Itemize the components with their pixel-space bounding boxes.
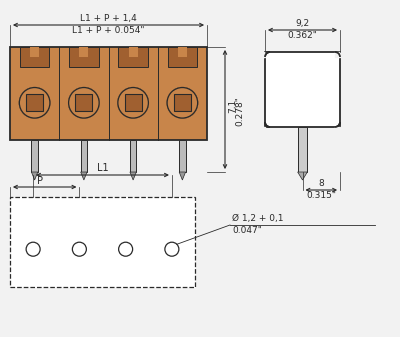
Polygon shape (298, 172, 307, 180)
Bar (298, 127, 307, 172)
Bar (260, 52, 265, 57)
Bar (76, 94, 92, 111)
Bar (174, 94, 191, 111)
Bar (168, 47, 197, 67)
Bar (76, 94, 92, 111)
Bar (10, 197, 195, 287)
Text: 0.278": 0.278" (235, 97, 244, 126)
Bar (174, 94, 191, 111)
Bar (80, 47, 88, 57)
Bar (26, 94, 43, 111)
Polygon shape (32, 172, 38, 180)
Bar (26, 94, 43, 111)
Bar (32, 140, 38, 172)
Text: L1 + P + 1,4: L1 + P + 1,4 (80, 14, 137, 23)
Text: 0.315": 0.315" (306, 191, 336, 200)
Circle shape (19, 88, 50, 118)
Text: P: P (37, 176, 43, 186)
Bar (129, 47, 138, 57)
Bar (179, 140, 186, 172)
Bar (335, 127, 340, 132)
Text: 8: 8 (318, 179, 324, 188)
Text: Ø 1,2 + 0,1: Ø 1,2 + 0,1 (232, 214, 284, 223)
Bar (118, 47, 148, 67)
Polygon shape (179, 172, 186, 180)
Bar (125, 94, 142, 111)
Text: 0.362": 0.362" (288, 31, 318, 40)
Text: L1: L1 (97, 163, 108, 173)
Bar (69, 47, 99, 67)
Bar (30, 47, 39, 57)
Text: 0.047": 0.047" (232, 226, 262, 235)
Text: 7,1: 7,1 (228, 98, 237, 113)
Bar (260, 127, 265, 132)
Circle shape (167, 88, 198, 118)
Polygon shape (130, 172, 136, 180)
Bar (20, 47, 50, 67)
Bar (10, 47, 207, 140)
Bar (130, 140, 136, 172)
Text: 9,2: 9,2 (296, 19, 310, 28)
Bar (81, 140, 87, 172)
Circle shape (69, 88, 99, 118)
Text: L1 + P + 0.054": L1 + P + 0.054" (72, 26, 145, 35)
Bar (265, 52, 340, 127)
Circle shape (118, 88, 148, 118)
Bar (125, 94, 142, 111)
Polygon shape (81, 172, 87, 180)
Bar (335, 52, 340, 57)
Bar (178, 47, 187, 57)
